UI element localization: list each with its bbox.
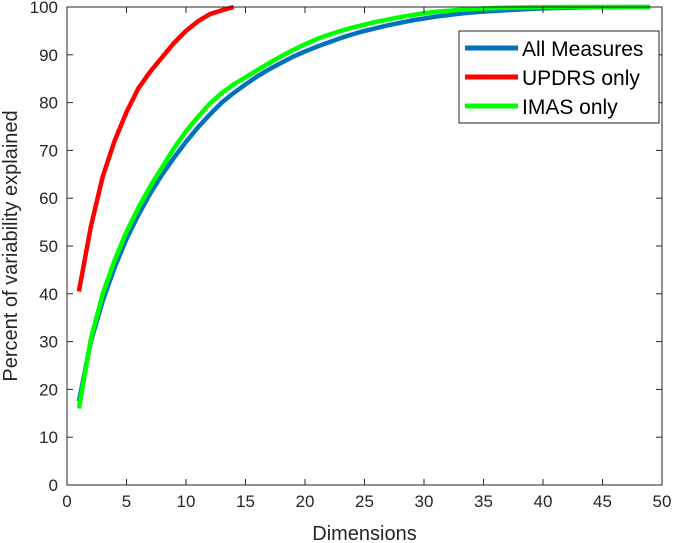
x-tick-label: 50 [653, 492, 672, 511]
y-tick-label: 30 [39, 333, 58, 352]
legend-label-all-measures: All Measures [522, 38, 643, 61]
y-tick-label: 80 [39, 94, 58, 113]
y-tick-label: 10 [39, 428, 58, 447]
y-tick-label: 20 [39, 380, 58, 399]
series-line-updrs-only [76, 4, 235, 292]
y-axis-label: Percent of variability explained [0, 110, 22, 381]
x-tick-label: 0 [62, 492, 71, 511]
x-axis-label: Dimensions [312, 523, 416, 543]
y-tick-label: 50 [39, 237, 58, 256]
y-tick-label: 90 [39, 46, 58, 65]
x-tick-label: 45 [593, 492, 612, 511]
x-tick-label: 30 [415, 492, 434, 511]
legend-label-imas-only: IMAS only [522, 96, 618, 119]
x-tick-label: 5 [122, 492, 131, 511]
legend: All Measures UPDRS only IMAS only [458, 30, 660, 124]
x-tick-label: 15 [236, 492, 255, 511]
y-tick-label: 100 [30, 0, 58, 17]
y-tick-label: 70 [39, 141, 58, 160]
y-tick-label: 0 [49, 476, 58, 495]
x-tick-label: 35 [474, 492, 493, 511]
y-tick-label: 60 [39, 189, 58, 208]
x-tick-label: 10 [177, 492, 196, 511]
x-tick-label: 20 [296, 492, 315, 511]
x-tick-label: 40 [534, 492, 553, 511]
y-tick-label: 40 [39, 285, 58, 304]
ticks-layer: 0 5 10 15 20 25 30 35 40 45 50 0 10 20 30 40 50 60 70 80 90 1… [30, 0, 672, 511]
x-tick-label: 25 [355, 492, 374, 511]
legend-label-updrs-only: UPDRS only [522, 67, 640, 90]
